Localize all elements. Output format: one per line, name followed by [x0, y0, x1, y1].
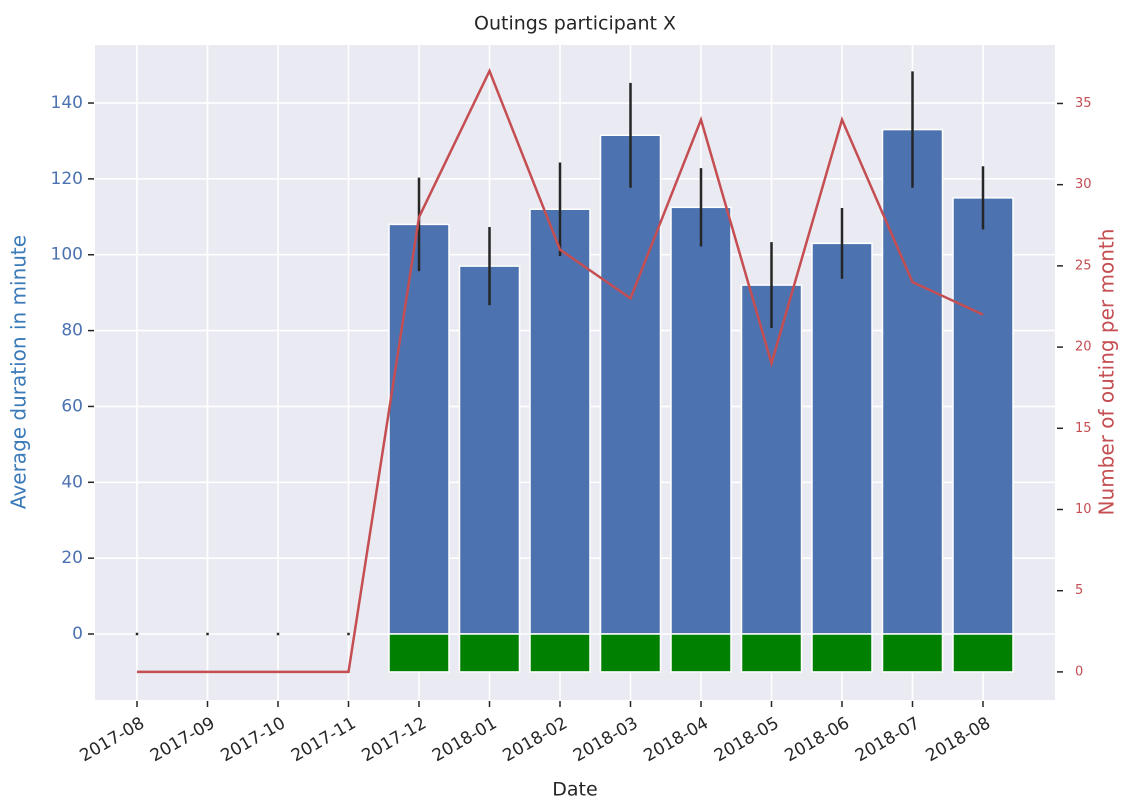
y-tick-label: 0 [72, 624, 83, 644]
y-tick-label: 80 [61, 321, 83, 341]
bar [529, 208, 591, 635]
y-tick-label: 100 [51, 245, 83, 265]
y2-axis-label: Number of outing per month [1095, 229, 1119, 516]
bar [670, 206, 732, 635]
bar [811, 633, 873, 673]
x-tick-label: 2018-05 [711, 713, 783, 766]
y-axis-label: Average duration in minute [7, 235, 31, 509]
y-tick-label: 120 [51, 169, 83, 189]
bar [952, 633, 1014, 673]
x-tick-label: 2018-07 [852, 713, 924, 766]
bar [740, 284, 803, 635]
chart-title: Outings participant X [474, 13, 676, 35]
x-tick-label: 2018-04 [640, 713, 712, 766]
bar [670, 633, 732, 673]
y-tick-label: 40 [61, 472, 83, 492]
bar [881, 128, 944, 635]
bar [599, 134, 662, 635]
x-axis-label: Date [552, 779, 597, 801]
x-tick-label: 2018-03 [570, 713, 642, 766]
bar [388, 633, 450, 673]
x-tick-label: 2018-08 [922, 713, 994, 766]
bar [529, 633, 591, 673]
y2-tick-label: 20 [1075, 340, 1092, 355]
y2-tick-label: 5 [1075, 583, 1083, 598]
y2-tick-label: 35 [1075, 96, 1092, 111]
bar [599, 633, 662, 673]
x-tick-label: 2017-08 [76, 713, 148, 766]
bar [811, 242, 873, 635]
y-tick-label: 140 [51, 93, 83, 113]
x-tick-label: 2017-09 [147, 713, 219, 766]
y2-tick-label: 0 [1075, 664, 1083, 679]
y2-tick-label: 15 [1075, 421, 1092, 436]
line [137, 67, 984, 674]
y2-tick-label: 10 [1075, 502, 1092, 517]
y-tick-label: 60 [61, 396, 83, 416]
x-tick-label: 2017-10 [217, 713, 289, 766]
x-tick-label: 2018-02 [499, 713, 571, 766]
x-tick-label: 2018-06 [781, 713, 853, 766]
bar [388, 223, 450, 635]
y-tick-label: 20 [61, 548, 83, 568]
x-tick-label: 2017-11 [288, 713, 360, 766]
bar [740, 633, 803, 673]
x-tick-label: 2017-12 [358, 713, 430, 766]
x-tick-label: 2018-01 [429, 713, 501, 766]
y2-tick-label: 30 [1075, 177, 1092, 192]
bar [952, 197, 1014, 635]
bar [881, 633, 944, 673]
bar [458, 265, 521, 635]
y2-tick-label: 25 [1075, 258, 1092, 273]
bar [458, 633, 521, 673]
